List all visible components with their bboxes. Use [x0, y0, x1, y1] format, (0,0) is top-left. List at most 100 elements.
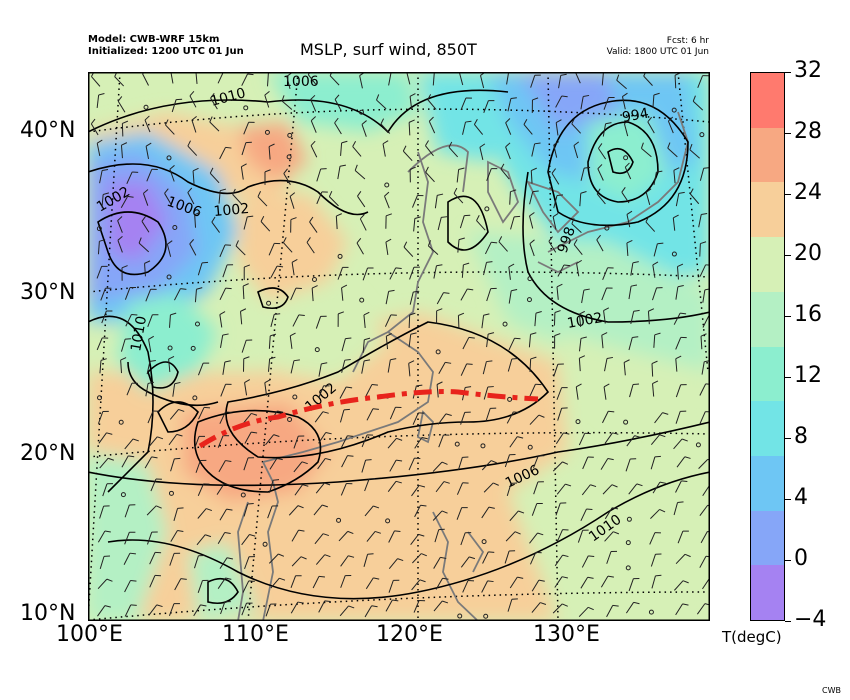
- wind-barb-feather: [297, 601, 304, 604]
- wind-barb: [149, 575, 156, 588]
- wind-barb: [643, 75, 653, 86]
- wind-barb: [576, 263, 580, 277]
- wind-barb-feather: [598, 143, 603, 149]
- wind-barb: [243, 457, 249, 471]
- wind-barb: [651, 575, 656, 589]
- wind-barb-feather: [468, 556, 476, 560]
- wind-barb: [437, 413, 447, 425]
- wind-barb-feather: [684, 456, 691, 459]
- wind-barb: [433, 557, 441, 569]
- wind-barb-feather: [652, 261, 659, 266]
- wind-barb-feather: [373, 505, 380, 509]
- wind-barb: [414, 505, 421, 518]
- wind-barb-feather: [376, 94, 380, 101]
- wind-barb-feather: [682, 603, 689, 606]
- wind-barb: [460, 412, 466, 425]
- wind-barb-feather: [510, 97, 517, 100]
- wind-barb: [555, 95, 563, 108]
- wind-barb: [341, 360, 346, 373]
- wind-barb: [149, 552, 156, 565]
- calm-wind-circle: [243, 105, 249, 111]
- calm-wind-circle: [120, 492, 126, 498]
- wind-barb-feather: [605, 122, 612, 125]
- wind-barb: [123, 552, 131, 566]
- wind-barb: [606, 551, 612, 564]
- wind-barb: [602, 411, 609, 424]
- wind-barb-feather: [104, 530, 111, 533]
- wind-barb: [654, 412, 663, 424]
- wind-barb: [260, 221, 271, 232]
- wind-barb: [268, 146, 271, 160]
- wind-barb-feather: [345, 337, 352, 340]
- wind-barb-feather: [651, 360, 658, 365]
- wind-barb: [147, 314, 153, 328]
- wind-barb: [578, 606, 589, 618]
- wind-barb-feather: [354, 164, 358, 171]
- wind-barb: [142, 73, 149, 86]
- wind-barb-feather: [180, 578, 187, 580]
- wind-barb: [124, 504, 130, 518]
- calm-wind-circle: [190, 345, 196, 351]
- wind-barb: [192, 170, 195, 184]
- wind-barb: [197, 508, 207, 519]
- wind-barb-feather: [210, 93, 215, 99]
- wind-barb: [96, 143, 101, 157]
- wind-barb-feather: [652, 380, 659, 385]
- wind-barb: [531, 602, 541, 613]
- wind-barb-feather: [655, 574, 662, 577]
- wind-barb-feather: [289, 192, 296, 197]
- wind-barb: [557, 408, 563, 421]
- wind-barb-feather: [374, 530, 381, 534]
- wind-barb: [505, 146, 511, 160]
- wind-barb-feather: [325, 431, 332, 435]
- wind-barb: [485, 408, 491, 421]
- wind-barb: [448, 146, 459, 158]
- wind-barb: [621, 191, 630, 204]
- wind-barb: [462, 580, 469, 593]
- wind-barb-feather: [117, 216, 123, 221]
- wind-barb: [616, 79, 627, 90]
- wind-barb-feather: [678, 191, 685, 194]
- wind-barb: [217, 577, 226, 589]
- wind-barb: [509, 510, 519, 522]
- wind-barb: [433, 600, 443, 612]
- wind-barb-feather: [436, 264, 443, 267]
- wind-barb-feather: [530, 356, 537, 360]
- wind-barb-feather: [576, 259, 583, 264]
- wind-barb-feather: [132, 438, 139, 442]
- wind-barb-feather: [240, 308, 247, 312]
- wind-barb: [411, 579, 421, 591]
- wind-barb-feather: [189, 90, 195, 97]
- wind-barb: [187, 192, 195, 205]
- wind-barb: [341, 338, 346, 352]
- wind-barb: [191, 119, 197, 133]
- wind-barb: [555, 122, 559, 136]
- wind-barb-feather: [442, 600, 449, 604]
- wind-barb-feather: [416, 384, 423, 387]
- wind-barb: [292, 314, 300, 327]
- valid-time-label: Valid: 1800 UTC 01 Jun: [606, 47, 709, 57]
- wind-barb-feather: [626, 239, 633, 244]
- calm-wind-circle: [167, 345, 173, 351]
- wind-barb-feather: [187, 140, 191, 147]
- wind-barb-feather: [445, 413, 452, 416]
- wind-barb-feather: [561, 576, 569, 579]
- wind-barb: [699, 383, 707, 396]
- front-line: [198, 389, 539, 449]
- colorbar-segment: [751, 237, 784, 293]
- wind-barb: [364, 605, 373, 618]
- wind-barb: [219, 334, 224, 348]
- wind-barb: [483, 262, 487, 276]
- wind-barb-feather: [596, 234, 601, 241]
- graticule: [88, 72, 710, 621]
- wind-barb-feather: [243, 356, 250, 360]
- wind-barb: [556, 483, 566, 495]
- wind-barb: [366, 408, 374, 421]
- wind-barb-feather: [149, 360, 156, 362]
- wind-barb-feather: [225, 577, 232, 580]
- wind-barb: [457, 315, 460, 329]
- wind-barb: [480, 75, 485, 89]
- wind-barb-feather: [281, 95, 285, 102]
- wind-barb: [385, 242, 389, 256]
- wind-barb-feather: [102, 192, 110, 196]
